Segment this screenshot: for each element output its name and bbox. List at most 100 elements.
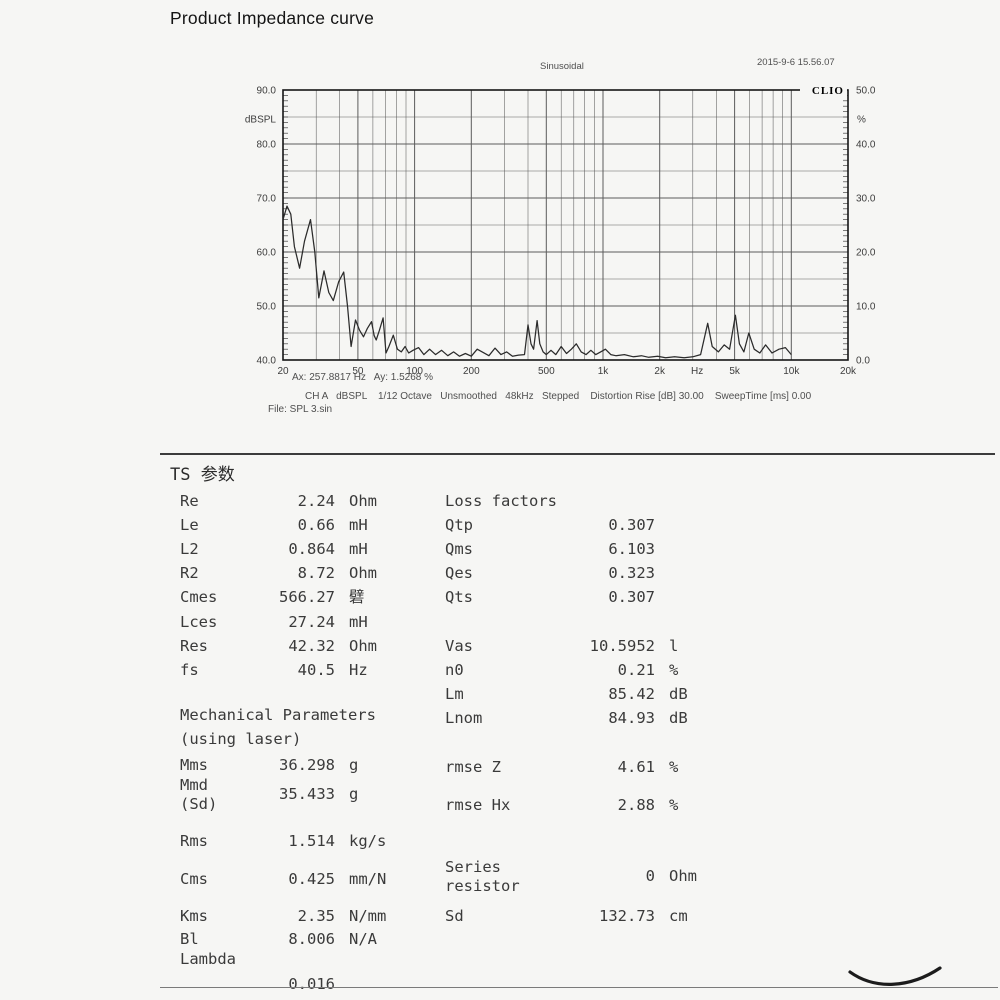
param-unit: dB bbox=[669, 685, 688, 704]
param-label: Vas bbox=[445, 637, 473, 656]
param-unit: % bbox=[669, 661, 679, 680]
svg-text:50: 50 bbox=[352, 366, 364, 377]
param-value: 36.298 bbox=[279, 756, 335, 775]
param-value: 6.103 bbox=[608, 540, 655, 559]
ts-param-row: Qtp 0.307 bbox=[445, 514, 700, 538]
svg-text:10.0: 10.0 bbox=[856, 302, 876, 313]
ts-param-row: Loss factors bbox=[445, 490, 700, 514]
param-value: 0.66 bbox=[297, 516, 335, 535]
svg-text:Hz: Hz bbox=[691, 366, 703, 377]
distortion-curve bbox=[282, 205, 792, 359]
svg-text:100: 100 bbox=[406, 366, 423, 377]
param-label: Lces bbox=[180, 613, 218, 632]
param-value: 0.21 bbox=[617, 661, 655, 680]
ts-param-row: Cmes 566.27 礕 bbox=[180, 586, 430, 610]
param-label: n0 bbox=[445, 661, 464, 680]
param-value: 8.006 bbox=[288, 930, 335, 949]
page-bottom-rule bbox=[160, 987, 998, 988]
param-value: 0 bbox=[645, 867, 655, 886]
ts-param-row: R2 8.72 Ohm bbox=[180, 562, 430, 586]
svg-text:500: 500 bbox=[538, 366, 555, 377]
ts-param-row: Mechanical Parameters bbox=[180, 704, 430, 728]
svg-text:90.0: 90.0 bbox=[257, 86, 277, 97]
svg-text:0.0: 0.0 bbox=[856, 356, 870, 367]
svg-text:40.0: 40.0 bbox=[856, 140, 876, 151]
param-label: Mmd (Sd) bbox=[180, 775, 218, 813]
param-label: Res bbox=[180, 637, 208, 656]
param-value: 40.5 bbox=[297, 661, 335, 680]
param-value: 42.32 bbox=[288, 637, 335, 656]
param-unit: 礕 bbox=[349, 588, 365, 607]
svg-text:dBSPL: dBSPL bbox=[245, 115, 277, 126]
ts-param-row: rmse Z 4.61% bbox=[445, 756, 700, 780]
param-unit: g bbox=[349, 785, 359, 804]
ts-param-row: Qts 0.307 bbox=[445, 586, 700, 610]
param-label: rmse Z bbox=[445, 758, 501, 777]
param-label: Rms bbox=[180, 832, 208, 851]
clio-logo: CLIO bbox=[812, 85, 844, 97]
ts-param-row: Mms 36.298 g bbox=[180, 754, 430, 778]
svg-text:50.0: 50.0 bbox=[856, 86, 876, 97]
measurement-settings-line: CH A dBSPL 1/12 Octave Unsmoothed 48kHz … bbox=[305, 391, 812, 402]
section-divider bbox=[160, 453, 995, 455]
param-value: 132.73 bbox=[599, 907, 655, 926]
param-value: 1.514 bbox=[288, 832, 335, 851]
param-label: Re bbox=[180, 492, 199, 511]
param-label: L2 bbox=[180, 540, 199, 559]
ts-param-row: Mmd (Sd) 35.433 g bbox=[180, 772, 430, 818]
svg-text:5k: 5k bbox=[729, 366, 741, 377]
cursor-readout: Ax: 257.8817 Hz Ay: 1.5268 % bbox=[292, 372, 434, 383]
ts-param-row: Cms 0.425 mm/N bbox=[180, 868, 430, 892]
ts-param-row: Sd 132.73 cm bbox=[445, 905, 700, 929]
param-label: Qts bbox=[445, 588, 473, 607]
param-label: fs bbox=[180, 661, 199, 680]
param-label: Qms bbox=[445, 540, 473, 559]
ts-param-row: Le 0.66 mH bbox=[180, 514, 430, 538]
param-value: 85.42 bbox=[608, 685, 655, 704]
file-name-line: File: SPL 3.sin bbox=[268, 404, 333, 415]
param-value: 0.864 bbox=[288, 540, 335, 559]
param-label: rmse Hx bbox=[445, 796, 511, 815]
ts-param-row: Vas 10.5952 l bbox=[445, 635, 700, 659]
page-title: Product Impedance curve bbox=[170, 8, 375, 28]
param-unit: g bbox=[349, 756, 359, 775]
svg-text:50.0: 50.0 bbox=[257, 302, 277, 313]
svg-text:20: 20 bbox=[277, 366, 289, 377]
svg-text:2k: 2k bbox=[654, 366, 666, 377]
ts-param-row: rmse Hx 2.88% bbox=[445, 794, 700, 818]
ts-param-row: Lambda 0.016 bbox=[180, 950, 430, 994]
param-value: 0.307 bbox=[608, 588, 655, 607]
ts-param-row: Qes 0.323 bbox=[445, 562, 700, 586]
param-unit: Ohm bbox=[349, 564, 377, 583]
param-label: Mechanical Parameters bbox=[180, 706, 376, 725]
svg-text:40.0: 40.0 bbox=[257, 356, 277, 367]
param-unit: % bbox=[669, 758, 679, 777]
svg-text:%: % bbox=[857, 115, 866, 126]
param-value: 2.35 bbox=[297, 907, 335, 926]
param-value: 84.93 bbox=[608, 709, 655, 728]
param-value: 2.24 bbox=[297, 492, 335, 511]
ts-param-row: (using laser) bbox=[180, 728, 430, 752]
param-label: (using laser) bbox=[180, 730, 302, 749]
param-label: Cmes bbox=[180, 588, 218, 607]
ts-param-row: n0 0.21% bbox=[445, 659, 700, 683]
svg-text:60.0: 60.0 bbox=[257, 248, 277, 259]
param-unit: dB bbox=[669, 709, 688, 728]
svg-text:10k: 10k bbox=[783, 366, 800, 377]
ts-param-row: Bl 8.006 N/A bbox=[180, 928, 430, 952]
param-unit: mH bbox=[349, 613, 368, 632]
param-value: 10.5952 bbox=[589, 637, 655, 656]
param-unit: mm/N bbox=[349, 870, 387, 889]
svg-text:30.0: 30.0 bbox=[856, 194, 876, 205]
ts-param-row: Lm 85.42 dB bbox=[445, 683, 700, 707]
svg-text:200: 200 bbox=[463, 366, 480, 377]
param-label: Qes bbox=[445, 564, 473, 583]
param-value: 0.016 bbox=[288, 974, 335, 993]
ts-param-row: Lces 27.24 mH bbox=[180, 611, 430, 635]
param-unit: mH bbox=[349, 540, 368, 559]
param-label: Lnom bbox=[445, 709, 483, 728]
chart-timestamp: 2015-9-6 15.56.07 bbox=[757, 57, 835, 68]
param-value: 566.27 bbox=[279, 588, 335, 607]
ts-param-row: Rms 1.514 kg/s bbox=[180, 830, 430, 854]
param-label: Series resistor bbox=[445, 857, 520, 895]
